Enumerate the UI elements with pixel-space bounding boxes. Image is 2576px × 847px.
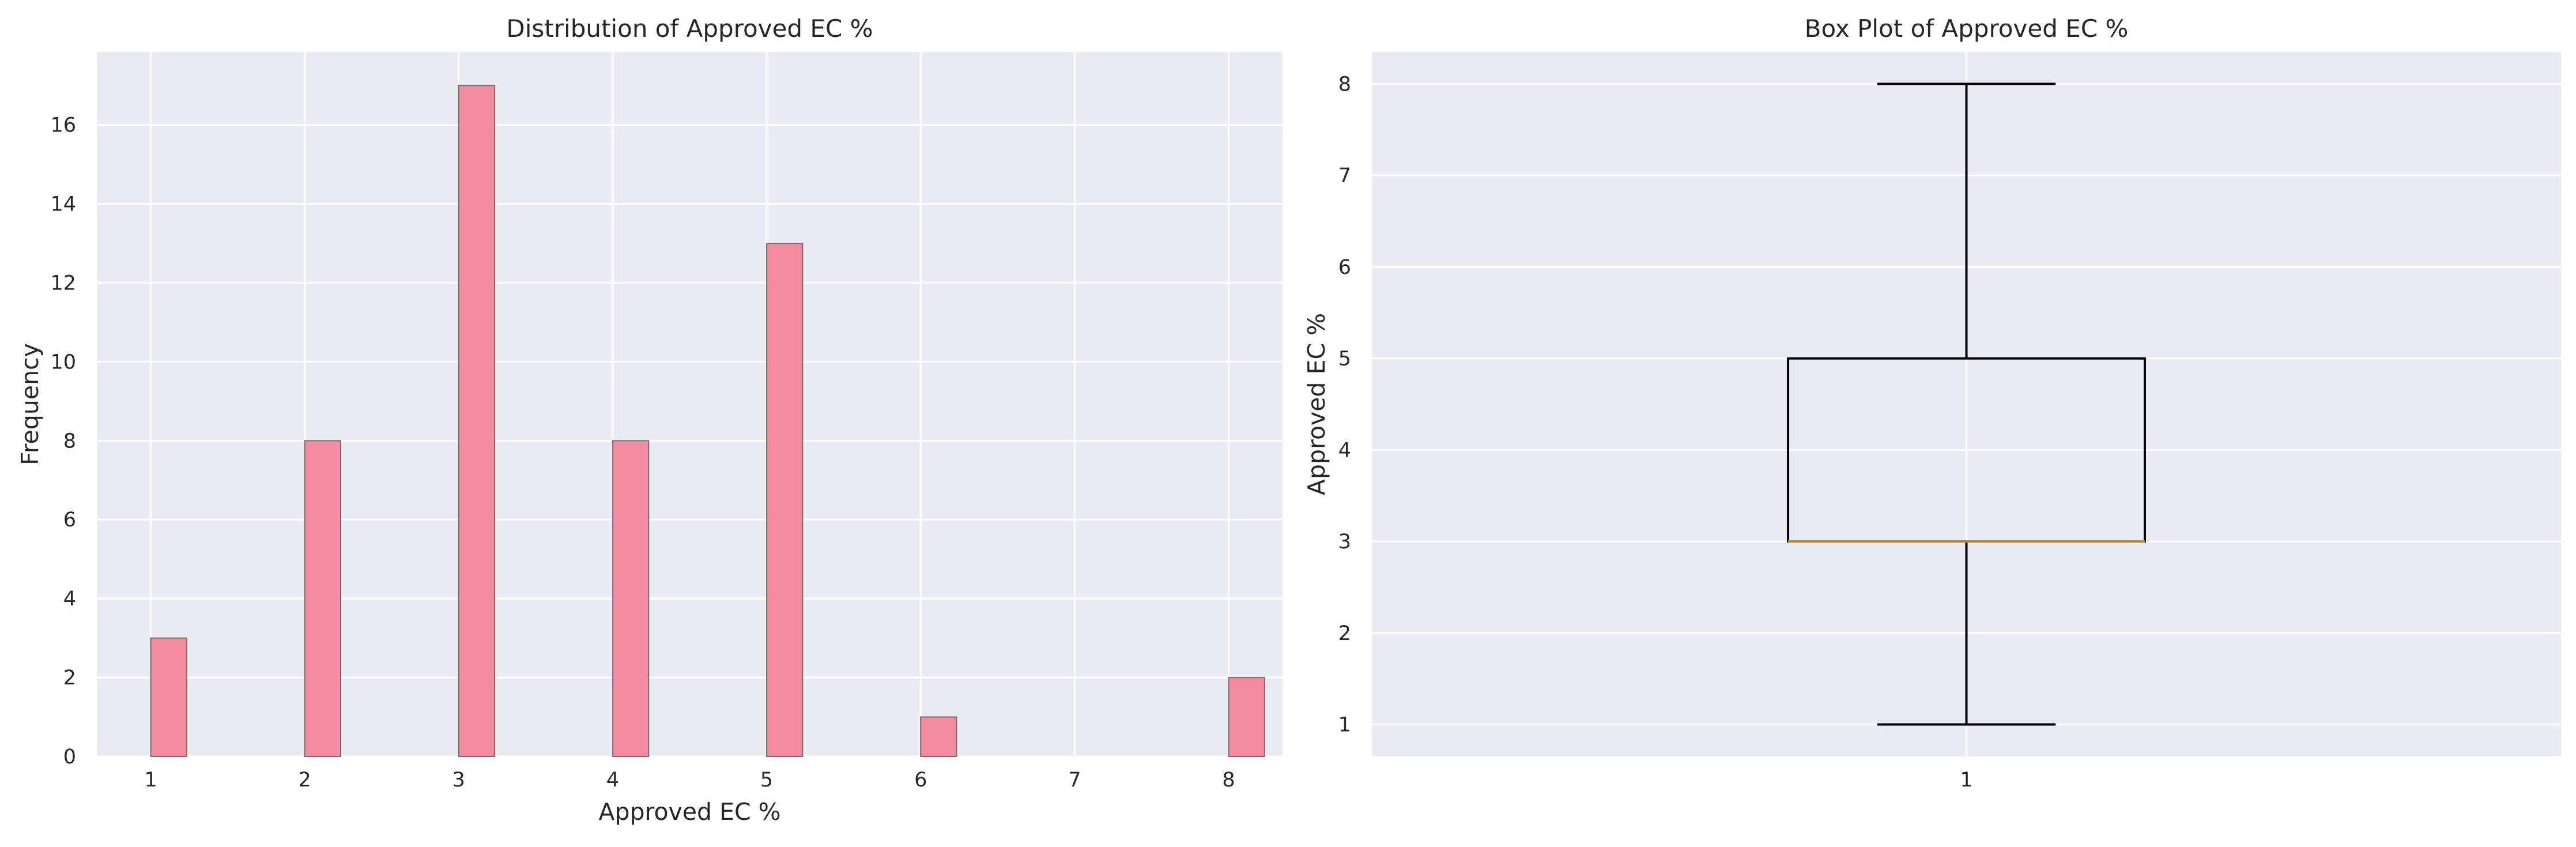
y-tick-label: 10 [50,351,76,374]
y-tick-label: 2 [1338,622,1351,645]
y-tick-label: 6 [1338,256,1351,279]
y-tick-label: 2 [63,667,76,690]
y-tick-label: 12 [50,272,76,295]
histogram-bar [920,716,957,758]
histogram-bar [612,440,650,757]
y-tick-label: 8 [63,430,76,453]
histogram-bar [766,243,804,757]
y-tick-label: 0 [63,746,76,769]
y-tick-label: 4 [1338,439,1351,462]
histogram-bar [1228,677,1265,757]
x-tick-label: 6 [914,769,927,792]
x-tick-label: 3 [452,769,465,792]
histogram-plot-area [97,52,1283,756]
histogram-bar [458,85,496,758]
histogram-x-label: Approved EC % [598,798,780,826]
boxplot-title: Box Plot of Approved EC % [1805,14,2129,43]
boxplot-y-label: Approved EC % [1303,313,1330,495]
x-tick-label: 5 [760,769,773,792]
boxplot-panel: 1 1 2 3 4 5 6 7 8 Box Plot of Approved EC % App… [1303,14,2561,792]
histogram-grid [97,52,1283,758]
y-tick-label: 1 [1338,713,1351,736]
histogram-title: Distribution of Approved EC % [506,14,873,43]
y-tick-label: 3 [1338,530,1351,554]
histogram-x-ticks: 1 2 3 4 5 6 7 8 [144,769,1235,792]
y-tick-label: 14 [50,193,76,216]
y-tick-label: 4 [63,588,76,611]
y-tick-label: 8 [1338,73,1351,96]
y-tick-label: 5 [1338,348,1351,371]
x-tick-label: 8 [1222,769,1235,792]
histogram-bar [304,440,341,757]
x-tick-label: 2 [299,769,311,792]
histogram-y-label: Frequency [16,343,44,465]
y-tick-label: 16 [50,114,76,137]
y-tick-label: 7 [1338,164,1351,187]
histogram-bar [150,637,187,757]
boxplot-y-ticks: 1 2 3 4 5 6 7 8 [1338,73,1351,737]
histogram-bars [150,85,1265,758]
x-tick-label: 4 [606,769,619,792]
y-tick-label: 6 [63,509,76,532]
x-tick-label: 7 [1068,769,1081,792]
histogram-y-ticks: 0 2 4 6 8 10 12 14 16 [50,114,76,769]
x-tick-label: 1 [1960,769,1972,792]
boxplot-x-ticks: 1 [1960,769,1972,792]
boxplot-box [1787,82,2146,726]
x-tick-label: 1 [144,769,157,792]
